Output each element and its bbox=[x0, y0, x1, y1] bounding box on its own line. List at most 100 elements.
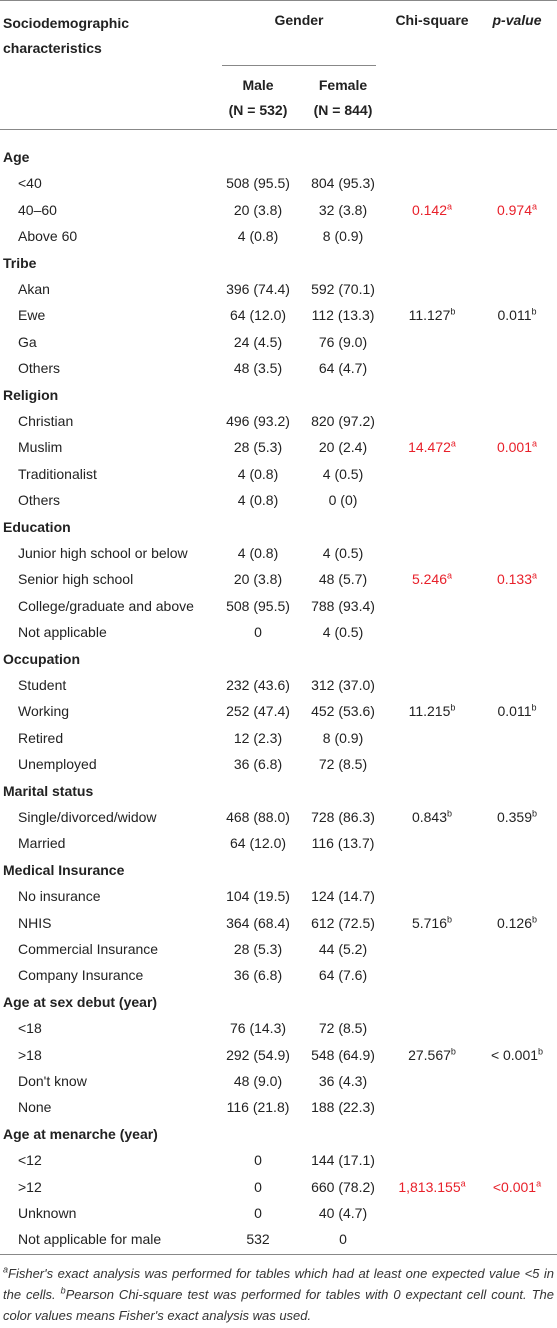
p-cell: 0.011b bbox=[497, 306, 536, 324]
chi-sup: b bbox=[450, 1045, 456, 1056]
male-value: 4 (0.8) bbox=[237, 228, 279, 245]
row-label: Ewe bbox=[18, 307, 46, 324]
row-label: >12 bbox=[18, 1178, 42, 1195]
male-value: 292 (54.9) bbox=[226, 1046, 290, 1063]
male-value: 508 (95.5) bbox=[226, 175, 290, 192]
p-sup: b bbox=[532, 913, 538, 924]
male-value: 396 (74.4) bbox=[226, 281, 290, 297]
male-value: 364 (68.4) bbox=[226, 914, 290, 931]
chi-sup: b bbox=[447, 913, 453, 924]
p-value: 0.359 bbox=[496, 809, 533, 825]
chi-sup: a bbox=[450, 438, 456, 449]
row-label: Married bbox=[18, 835, 66, 852]
male-value: 36 (6.8) bbox=[233, 756, 283, 773]
chi-sup: a bbox=[460, 1177, 466, 1188]
male-value: 496 (93.2) bbox=[226, 413, 290, 429]
header-rule bbox=[0, 129, 557, 130]
male-value: 4 (0.8) bbox=[237, 465, 279, 482]
chi-cell: 11.127b bbox=[409, 306, 456, 324]
p-value: 0.001 bbox=[496, 439, 533, 456]
row-label: Not applicable bbox=[18, 624, 107, 641]
p-cell: 0.359b bbox=[497, 808, 537, 826]
row-label: Senior high school bbox=[18, 571, 134, 588]
group-name: Marital status bbox=[3, 782, 94, 799]
row-label: Others bbox=[18, 492, 61, 509]
female-value: 660 (78.2) bbox=[311, 1178, 375, 1195]
row-label: College/graduate and above bbox=[18, 597, 194, 614]
p-sup: b bbox=[531, 306, 537, 317]
row-label: 40–60 bbox=[18, 201, 57, 218]
male-value: 64 (12.0) bbox=[229, 835, 287, 852]
female-value: 40 (4.7) bbox=[318, 1205, 368, 1221]
p-cell: < 0.001b bbox=[491, 1046, 543, 1064]
p-value: 0.011 bbox=[497, 703, 532, 720]
chi-sup: b bbox=[450, 702, 456, 713]
p-sup: b bbox=[532, 808, 538, 819]
female-value: 4 (0.5) bbox=[322, 624, 364, 641]
male-value: 64 (12.0) bbox=[229, 307, 287, 324]
male-value: 48 (9.0) bbox=[233, 1073, 283, 1089]
male-value: 508 (95.5) bbox=[226, 597, 290, 614]
male-value: 252 (47.4) bbox=[226, 703, 290, 720]
p-sup: a bbox=[532, 438, 538, 449]
p-sup: b bbox=[538, 1045, 544, 1056]
p-cell: 0.974a bbox=[497, 201, 537, 219]
female-value: 124 (14.7) bbox=[311, 888, 375, 905]
gender-rule bbox=[222, 65, 376, 66]
p-cell: 0.011b bbox=[497, 702, 536, 720]
male-value: 28 (5.3) bbox=[233, 439, 283, 456]
male-value: 468 (88.0) bbox=[226, 809, 290, 825]
row-label: Others bbox=[18, 360, 61, 377]
row-label: Student bbox=[18, 677, 67, 693]
p-value: <0.001 bbox=[492, 1178, 537, 1195]
group-name: Tribe bbox=[3, 254, 37, 271]
female-value: 820 (97.2) bbox=[311, 413, 375, 429]
chi-cell: 0.142a bbox=[412, 201, 452, 219]
chi-cell: 11.215b bbox=[409, 702, 456, 720]
row-label: Don't know bbox=[18, 1073, 87, 1089]
p-value: 0.126 bbox=[496, 914, 533, 931]
row-label: Unknown bbox=[18, 1205, 77, 1221]
female-value: 4 (0.5) bbox=[322, 465, 364, 482]
female-value: 64 (4.7) bbox=[318, 360, 368, 377]
female-value: 48 (5.7) bbox=[318, 571, 368, 588]
group-name: Occupation bbox=[3, 650, 81, 667]
male-value: 12 (2.3) bbox=[233, 729, 283, 746]
chi-sup: a bbox=[447, 201, 453, 212]
female-value: 188 (22.3) bbox=[311, 1099, 375, 1116]
male-value: 76 (14.3) bbox=[229, 1020, 287, 1037]
chi-value: 5.716 bbox=[411, 914, 448, 931]
female-value: 728 (86.3) bbox=[311, 809, 375, 825]
header-female: Female bbox=[318, 77, 368, 93]
male-value: 104 (19.5) bbox=[226, 888, 290, 905]
male-value: 20 (3.8) bbox=[233, 201, 283, 218]
female-value: 452 (53.6) bbox=[311, 703, 375, 720]
row-label: Ga bbox=[18, 333, 37, 350]
row-label: Not applicable for male bbox=[18, 1231, 162, 1248]
female-value: 36 (4.3) bbox=[318, 1073, 368, 1089]
female-value: 0 bbox=[339, 1231, 347, 1248]
female-value: 4 (0.5) bbox=[322, 545, 364, 561]
chi-sup: a bbox=[447, 570, 453, 581]
female-value: 312 (37.0) bbox=[311, 677, 375, 693]
chi-value: 0.142 bbox=[411, 201, 448, 218]
female-value: 144 (17.1) bbox=[311, 1152, 375, 1169]
row-label: Muslim bbox=[18, 439, 63, 456]
chi-value: 0.843 bbox=[411, 809, 448, 825]
chi-cell: 27.567b bbox=[408, 1046, 456, 1064]
male-value: 4 (0.8) bbox=[237, 492, 279, 509]
female-value: 20 (2.4) bbox=[318, 439, 368, 456]
footnote-text: Pearson Chi-square test was performed fo… bbox=[3, 1287, 554, 1323]
group-name: Age bbox=[3, 149, 30, 165]
chi-value: 5.246 bbox=[411, 571, 448, 588]
female-value: 76 (9.0) bbox=[318, 333, 368, 350]
chi-value: 1,813.155 bbox=[398, 1178, 461, 1195]
female-value: 8 (0.9) bbox=[322, 228, 364, 245]
female-value: 548 (64.9) bbox=[311, 1046, 375, 1063]
row-label: NHIS bbox=[18, 914, 52, 931]
group-name: Medical Insurance bbox=[3, 861, 125, 878]
row-label: Unemployed bbox=[18, 756, 97, 773]
header-male: Male bbox=[242, 77, 274, 93]
row-label: Commercial Insurance bbox=[18, 941, 159, 957]
chi-cell: 1,813.155a bbox=[398, 1178, 465, 1196]
